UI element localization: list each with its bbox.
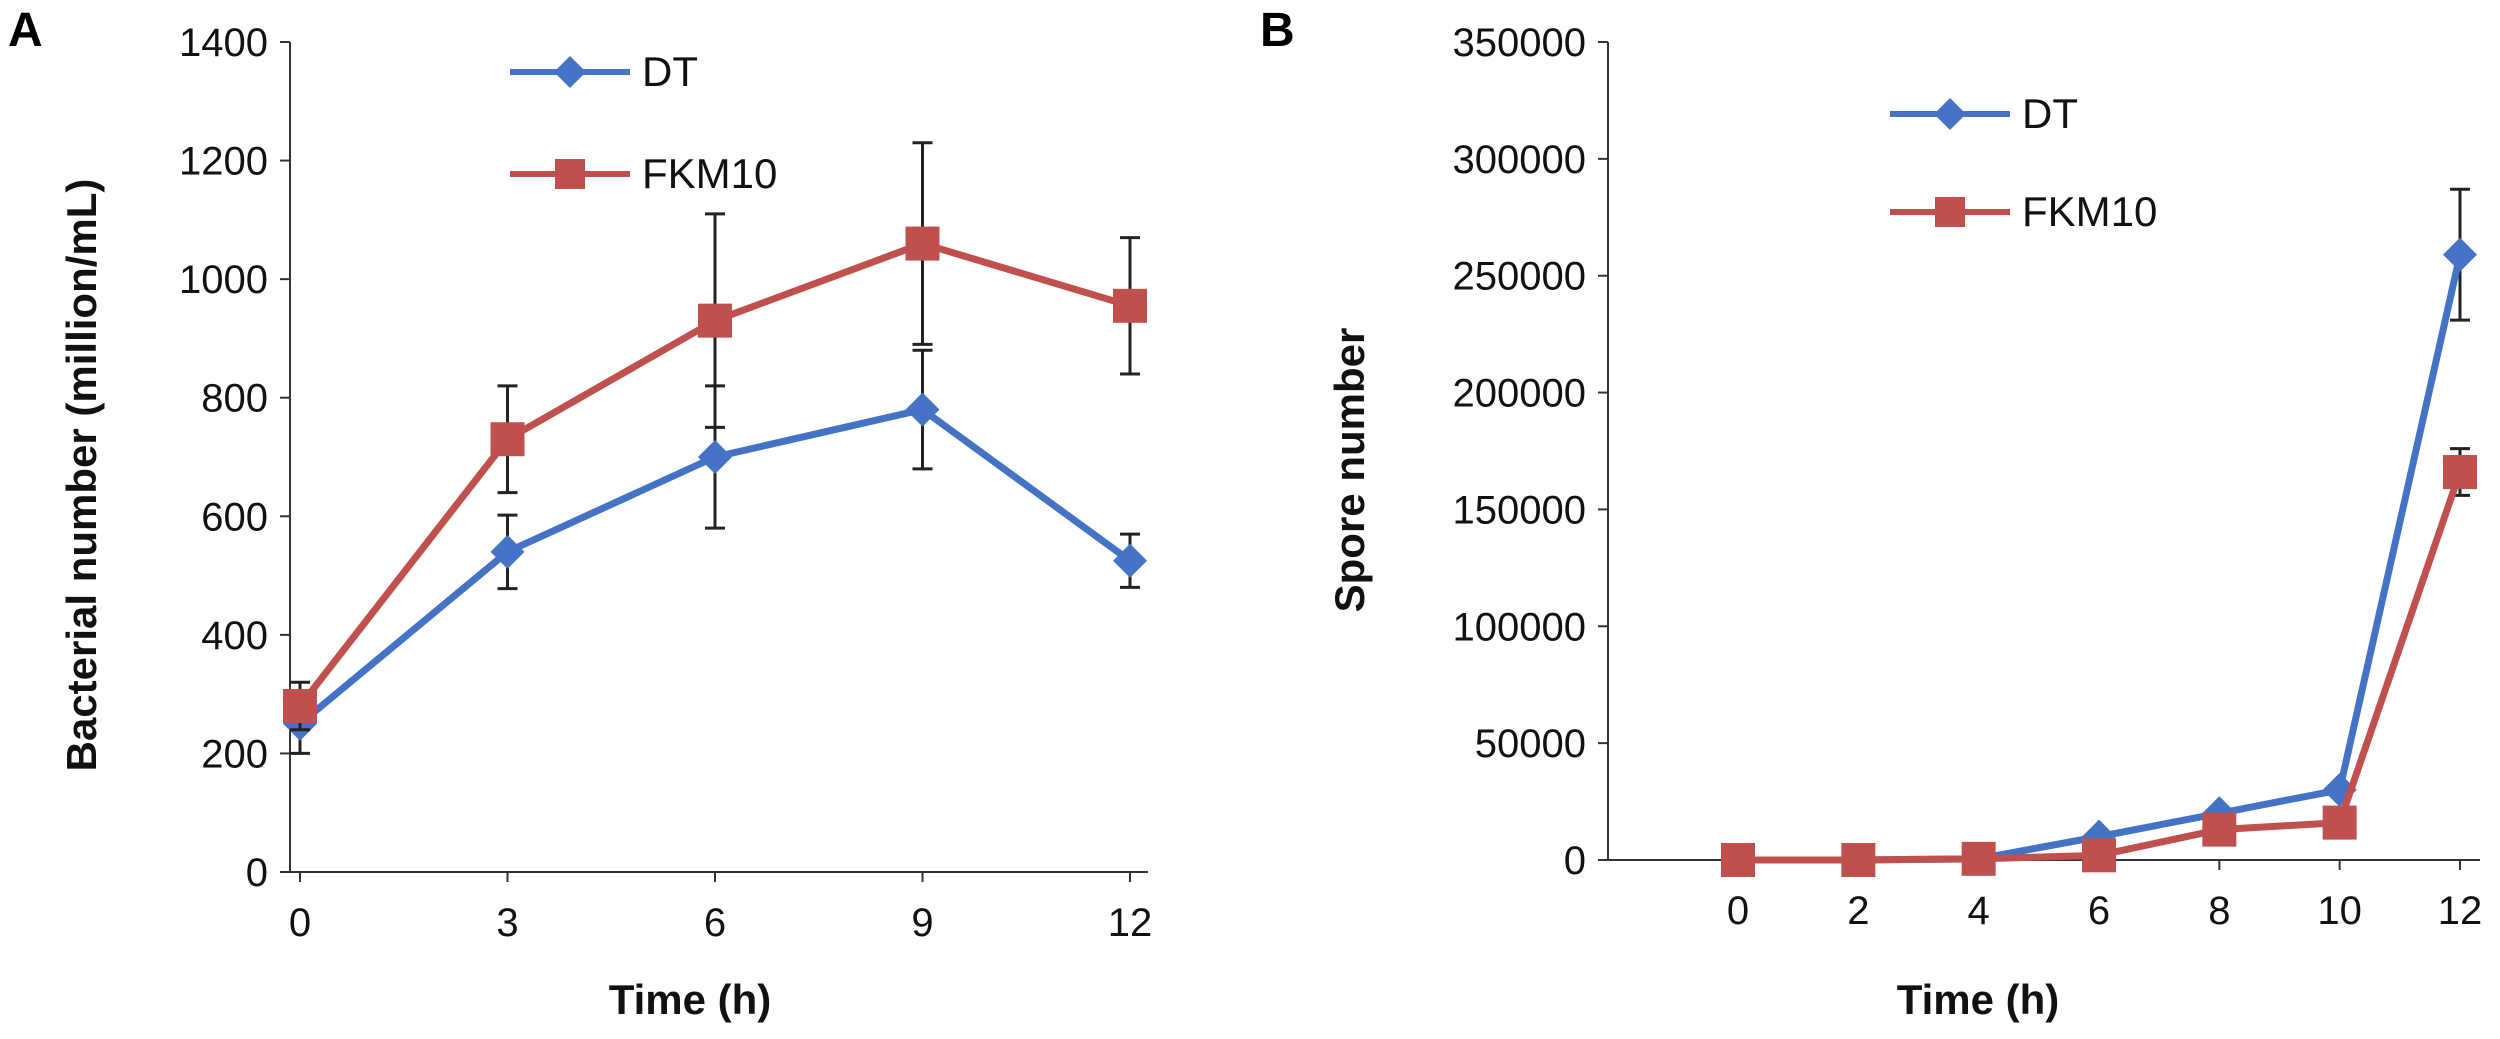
panel-b: B Spore number Time (h) 0 50000 100000 1500… (1260, 4, 2482, 1023)
y-tick-label: 50000 (1475, 722, 1586, 766)
x-tick-label: 12 (1108, 901, 1153, 945)
legend-dt-label: DT (642, 48, 698, 95)
y-tick-label: 350000 (1453, 21, 1586, 65)
x-tick-label: 3 (496, 901, 518, 945)
x-tick-label: 0 (289, 901, 311, 945)
panel-a-legend: DT FKM10 (510, 48, 777, 197)
panel-a-x-axis-title: Time (h) (609, 976, 772, 1023)
dt-series-line (1738, 253, 2464, 864)
x-tick-label: 4 (1968, 889, 1990, 933)
fkm10-point (2202, 812, 2237, 847)
dt-point (490, 534, 525, 569)
dt-point (698, 440, 732, 474)
y-tick-label: 0 (1564, 839, 1586, 883)
legend-dt-marker (554, 56, 586, 88)
panel-a-plot-area (283, 141, 1147, 755)
y-tick-label: 0 (246, 851, 268, 895)
panel-a-x-ticks: 0 3 6 9 12 (289, 872, 1152, 945)
fkm10-point (283, 689, 317, 723)
y-tick-label: 200 (201, 732, 268, 776)
y-tick-label: 200000 (1453, 372, 1586, 416)
x-tick-label: 10 (2317, 889, 2362, 933)
fkm10-point (2443, 455, 2477, 490)
panel-a-y-ticks: 0 200 400 600 800 1000 1200 1400 (179, 21, 290, 895)
panel-b-legend: DT FKM10 (1890, 90, 2157, 235)
panel-b-y-axis-title: Spore number (1326, 328, 1373, 613)
fkm10-point (2082, 838, 2116, 873)
fkm10-point (490, 422, 525, 457)
x-tick-label: 12 (2438, 889, 2483, 933)
y-tick-label: 250000 (1453, 255, 1586, 299)
fkm10-point (698, 303, 732, 338)
panel-b-y-ticks: 0 50000 100000 150000 200000 250000 300000 3500… (1453, 21, 1608, 883)
y-tick-label: 300000 (1453, 138, 1586, 182)
fkm10-point (905, 226, 940, 261)
x-tick-label: 2 (1847, 889, 1869, 933)
fkm10-point (2322, 805, 2357, 840)
fkm10-series-line (1738, 470, 2464, 864)
fkm10-point (1721, 843, 1755, 877)
y-tick-label: 1200 (179, 140, 268, 184)
y-tick-label: 600 (201, 495, 268, 539)
y-tick-label: 150000 (1453, 488, 1586, 532)
y-tick-label: 1400 (179, 21, 268, 65)
legend-dt-label: DT (2022, 90, 2078, 137)
panel-b-plot-area (1721, 187, 2477, 877)
legend-fkm10-marker (1935, 197, 1965, 227)
x-tick-label: 0 (1727, 889, 1749, 933)
x-tick-label: 8 (2208, 889, 2230, 933)
y-tick-label: 100000 (1453, 605, 1586, 649)
y-tick-label: 1000 (179, 258, 268, 302)
panel-a-letter: A (8, 4, 43, 57)
y-tick-label: 400 (201, 614, 268, 658)
panel-b-letter: B (1260, 4, 1295, 57)
x-tick-label: 6 (2088, 889, 2110, 933)
dt-point (905, 392, 940, 427)
x-tick-label: 9 (911, 901, 933, 945)
dt-point (1113, 543, 1147, 578)
panel-a: A Bacterial number (million/mL) Time (h)… (8, 4, 1152, 1023)
dt-point (2443, 237, 2477, 272)
y-tick-label: 800 (201, 377, 268, 421)
panel-a-y-axis-title: Bacterial number (million/mL) (58, 179, 105, 772)
x-tick-label: 6 (704, 901, 726, 945)
legend-dt-marker (1934, 98, 1966, 130)
legend-fkm10-marker (555, 159, 585, 189)
panel-b-x-axis-title: Time (h) (1897, 976, 2060, 1023)
legend-fkm10-label: FKM10 (2022, 188, 2157, 235)
fkm10-point (1841, 843, 1876, 877)
fkm10-point (1961, 841, 1996, 876)
legend-fkm10-label: FKM10 (642, 150, 777, 197)
fkm10-point (1113, 288, 1147, 323)
